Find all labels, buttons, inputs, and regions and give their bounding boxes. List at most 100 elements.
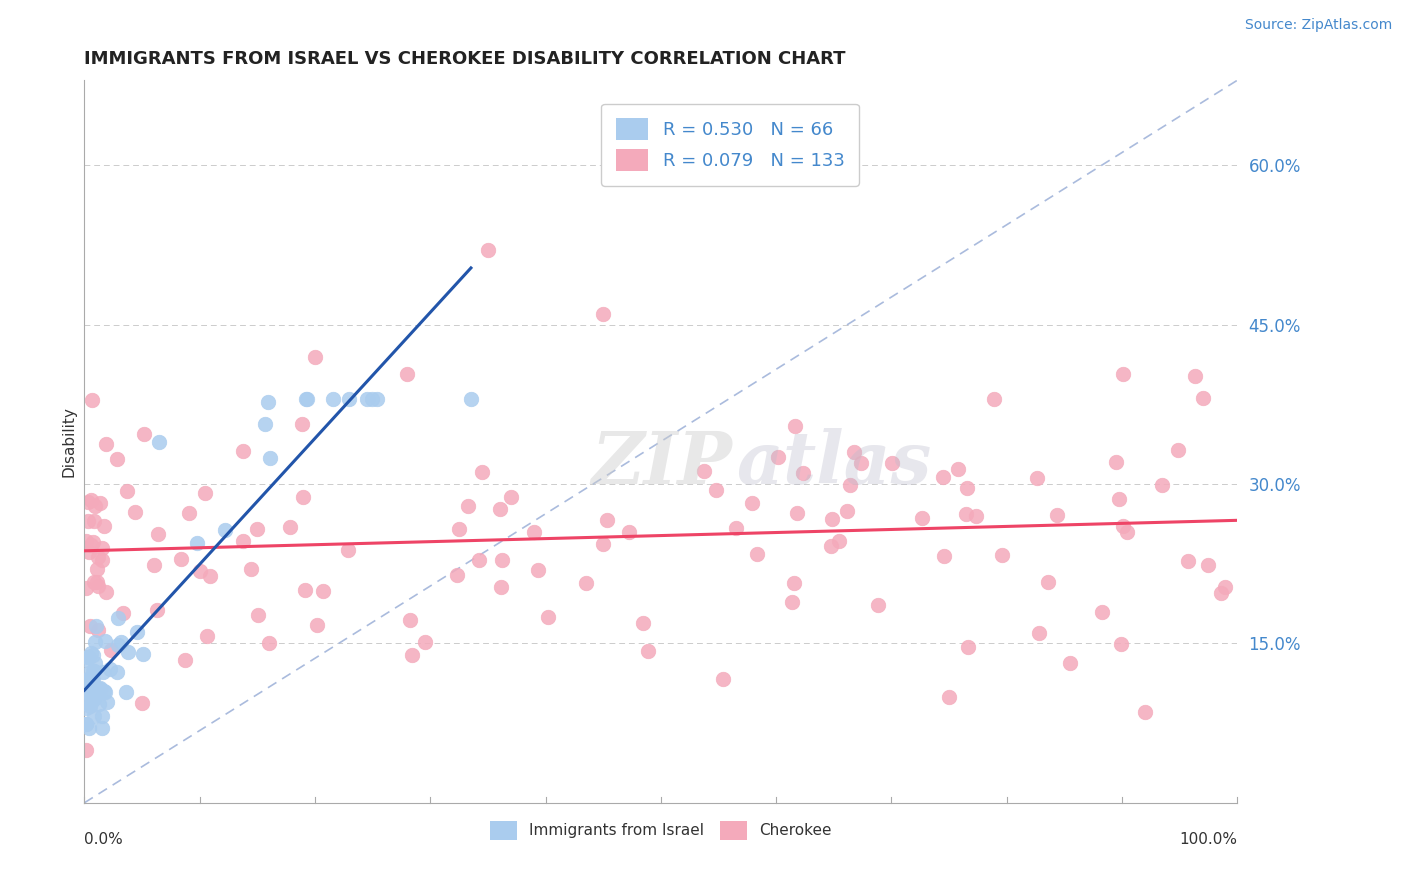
Point [83,664,105,678]
Point [1177,554,1199,568]
Point [75,673,97,688]
Point [77,665,100,680]
Point [82,534,104,549]
Point [127,624,149,639]
Point [98,662,121,676]
Point [145,603,167,617]
Point [232,443,254,458]
Point [110,635,132,649]
Point [307,617,329,632]
Point [107,610,129,624]
Point [468,553,491,567]
Point [828,534,851,549]
Point [76,742,98,756]
Point [174,653,197,667]
Text: 100.0%: 100.0% [1180,831,1237,847]
Text: atlas: atlas [735,428,931,499]
Point [254,417,277,431]
Text: Source: ZipAtlas.com: Source: ZipAtlas.com [1244,18,1392,32]
Point [188,565,211,579]
Point [820,512,842,526]
Point [83,691,105,706]
Point [1197,558,1219,572]
Point [868,598,890,612]
Point [105,665,128,679]
Point [820,539,842,553]
Point [780,595,803,609]
Point [294,582,316,597]
Point [396,367,419,381]
Point [100,643,122,657]
Point [1167,442,1189,457]
Point [1133,706,1156,720]
Point [94,437,117,451]
Point [91,665,114,679]
Point [991,548,1014,562]
Point [186,536,208,550]
Point [361,392,384,406]
Point [84,656,107,670]
Point [79,619,101,633]
Point [637,644,659,658]
Point [592,307,614,321]
Point [983,392,1005,406]
Point [89,681,111,696]
Point [523,524,546,539]
Point [79,686,101,700]
Point [80,672,103,686]
Point [79,544,101,558]
Point [77,673,100,687]
Point [232,534,254,549]
Point [257,636,280,650]
Point [131,647,153,661]
Point [882,456,904,470]
Point [90,553,112,567]
Point [1112,519,1135,533]
Point [413,635,436,649]
Point [1105,455,1128,469]
Point [93,518,115,533]
Point [446,568,468,582]
Point [82,689,104,703]
Point [117,645,139,659]
Point [1184,368,1206,383]
Point [783,575,806,590]
Point [82,648,104,663]
Point [75,581,97,595]
Point [77,494,100,508]
Point [82,693,104,707]
Point [366,392,388,406]
Point [246,522,269,536]
Point [79,689,101,703]
Point [80,392,103,407]
Point [837,504,859,518]
Point [96,695,118,709]
Point [447,522,470,536]
Point [84,635,107,649]
Text: IMMIGRANTS FROM ISRAEL VS CHEROKEE DISABILITY CORRELATION CHART: IMMIGRANTS FROM ISRAEL VS CHEROKEE DISAB… [84,50,846,68]
Point [76,650,98,665]
Point [148,434,170,449]
Point [786,507,808,521]
Point [489,502,512,516]
Point [322,392,344,406]
Point [80,646,103,660]
Point [87,579,110,593]
Point [304,350,326,364]
Point [83,686,105,700]
Point [1150,477,1173,491]
Point [79,699,101,714]
Point [89,496,111,510]
Point [89,698,111,712]
Point [143,558,166,573]
Y-axis label: Disability: Disability [60,406,76,477]
Point [198,569,221,583]
Point [84,499,107,513]
Point [105,452,128,467]
Point [336,542,359,557]
Point [1116,524,1139,539]
Point [86,682,108,697]
Point [247,608,270,623]
Point [471,465,494,479]
Point [747,547,769,561]
